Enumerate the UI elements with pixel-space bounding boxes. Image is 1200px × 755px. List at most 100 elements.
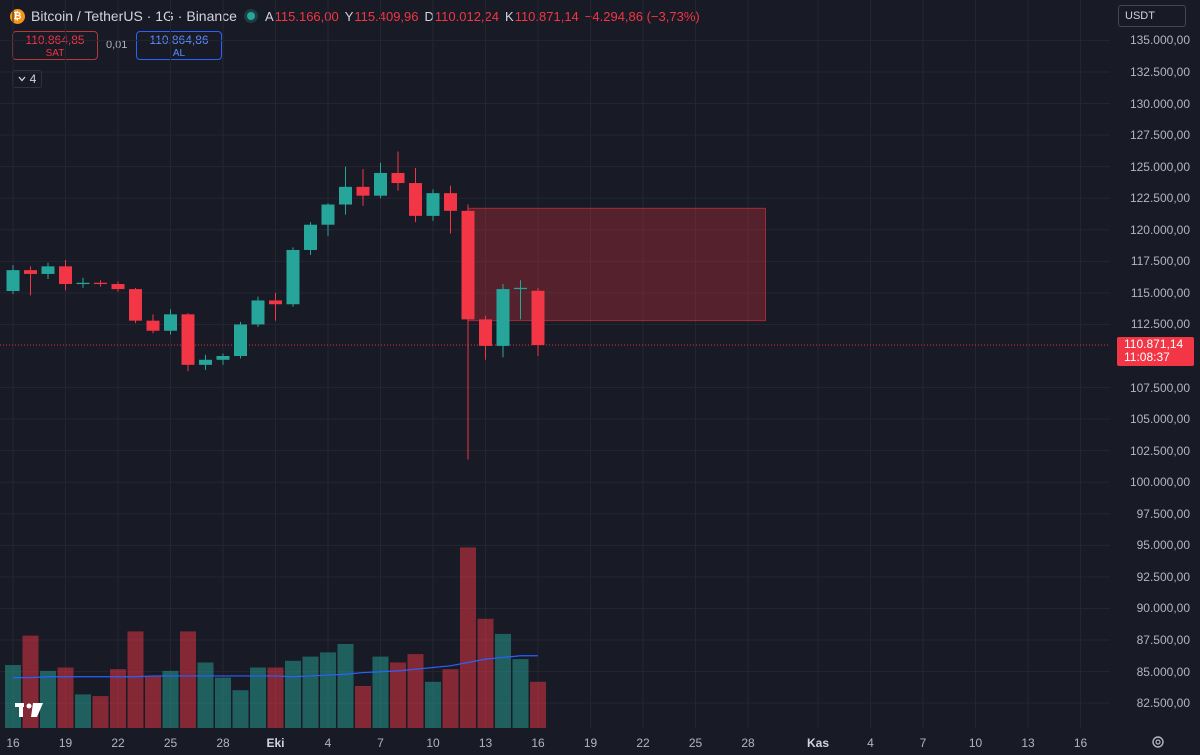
volume-bar	[145, 675, 161, 728]
time-tick-label: 10	[426, 736, 440, 750]
volume-bar	[197, 662, 214, 728]
volume-bar	[110, 669, 126, 728]
volume-bar	[512, 659, 529, 728]
chevron-down-icon	[18, 76, 26, 82]
time-tick-label: Eki	[266, 736, 285, 750]
candle-body	[479, 319, 492, 346]
price-tick-label: 122.500,00	[1129, 191, 1190, 206]
volume-bar	[355, 686, 371, 728]
price-tick-label: 115.000,00	[1130, 285, 1190, 300]
volume-bar	[477, 618, 494, 728]
price-change-value: −4.294,86 (−3,73%)	[584, 8, 700, 24]
volume-bar	[127, 631, 144, 728]
volume-moving-average-line	[13, 655, 538, 679]
volume-bar	[250, 667, 266, 728]
market-status-icon[interactable]	[246, 12, 255, 20]
candle-body	[111, 284, 125, 290]
price-tick-label: 87.500,00	[1136, 633, 1190, 648]
candle-body	[59, 266, 72, 285]
price-tick-label: 100.000,00	[1129, 475, 1190, 490]
candle-body	[514, 287, 527, 290]
volume-bar	[530, 681, 546, 728]
candle-body	[129, 289, 142, 321]
sell-label: SAT	[45, 48, 65, 59]
current-price-label: 110.871,14 11:08:37	[1117, 337, 1194, 366]
time-tick-label: 19	[58, 736, 73, 750]
currency-selector[interactable]: USDT	[1118, 5, 1186, 27]
time-tick-label: 7	[919, 736, 927, 750]
ohlc-open-value: 115.166,00	[274, 8, 339, 24]
price-tick-label: 82.500,00	[1136, 696, 1190, 711]
time-tick-label: Kas	[806, 736, 830, 750]
time-tick-label: 4	[324, 736, 332, 750]
candle-body	[76, 282, 90, 285]
price-tick-label: 127.500,00	[1129, 128, 1190, 143]
candle-body	[164, 314, 177, 331]
volume-bar	[5, 665, 21, 728]
time-tick-label: 22	[111, 736, 125, 750]
volume-bar	[302, 656, 319, 728]
volume-bar	[57, 667, 74, 728]
ohlc-high: Y115.409,96	[345, 9, 419, 24]
ohlc-close: K110.871,14	[505, 9, 579, 24]
ohlc-low: D110.012,24	[425, 9, 500, 24]
volume-bar	[442, 669, 459, 728]
time-tick-label: 16	[1073, 736, 1088, 750]
price-tick-label: 125.000,00	[1129, 159, 1190, 174]
tradingview-logo-icon[interactable]	[15, 700, 45, 720]
volume-bar	[232, 690, 249, 728]
symbol-title[interactable]: Bitcoin / TetherUS · 1G · Binance	[31, 8, 237, 24]
time-tick-label: 16	[531, 736, 545, 750]
candle-countdown: 11:08:37	[1124, 350, 1170, 364]
price-tick-label: 102.500,00	[1129, 443, 1190, 458]
supply-zone-rectangle	[467, 207, 766, 322]
candle-body	[146, 320, 160, 331]
buy-label: AL	[172, 48, 186, 59]
candle-body	[426, 193, 440, 216]
ohlc-low-label: D	[424, 8, 434, 24]
candle-body	[444, 193, 457, 211]
price-tick-label: 117.500,00	[1130, 254, 1190, 269]
ohlc-low-value: 110.012,24	[434, 8, 500, 24]
ohlc-high-label: Y	[344, 8, 354, 24]
candle-body	[374, 172, 387, 196]
candle-body	[356, 186, 370, 196]
indicators-count: 4	[29, 72, 37, 86]
candle-body	[339, 186, 352, 205]
volume-bar	[267, 667, 284, 728]
candle-body	[41, 266, 55, 274]
price-tick-label: 112.500,00	[1130, 317, 1190, 332]
candle-body	[286, 249, 300, 305]
candle-body	[234, 324, 247, 356]
time-tick-label: 25	[688, 736, 703, 750]
time-tick-label: 4	[867, 736, 874, 750]
price-tick-label: 90.000,00	[1136, 601, 1190, 616]
time-tick-label: 19	[583, 736, 598, 750]
chart-header: ₿ Bitcoin / TetherUS · 1G · Binance A115…	[10, 6, 706, 26]
candle-body	[391, 172, 405, 184]
price-tick-label: 95.000,00	[1136, 538, 1190, 553]
ohlc-high-value: 115.409,96	[354, 8, 419, 24]
ohlc-change: −4.294,86 (−3,73%)	[585, 9, 700, 24]
candle-body	[94, 282, 107, 285]
candle-body	[216, 356, 230, 360]
candle-body	[251, 300, 265, 325]
price-tick-label: 85.000,00	[1136, 664, 1190, 679]
time-tick-label: 10	[968, 736, 983, 750]
candle-body	[269, 300, 282, 305]
price-tick-label: 120.000,00	[1129, 222, 1190, 237]
volume-bar	[337, 644, 354, 728]
candle-body	[461, 210, 475, 320]
bitcoin-logo-icon: ₿	[10, 8, 25, 24]
candle-body	[304, 224, 317, 250]
ohlc-open-label: A	[264, 8, 274, 24]
gear-icon[interactable]	[1151, 735, 1165, 749]
candle-body	[321, 204, 335, 225]
price-tick-label: 107.500,00	[1129, 380, 1190, 395]
price-tick-label: 105.000,00	[1129, 412, 1190, 427]
volume-bar	[75, 694, 91, 728]
volume-bar	[372, 656, 389, 728]
volume-bar	[425, 681, 441, 728]
volume-bar	[215, 677, 231, 728]
